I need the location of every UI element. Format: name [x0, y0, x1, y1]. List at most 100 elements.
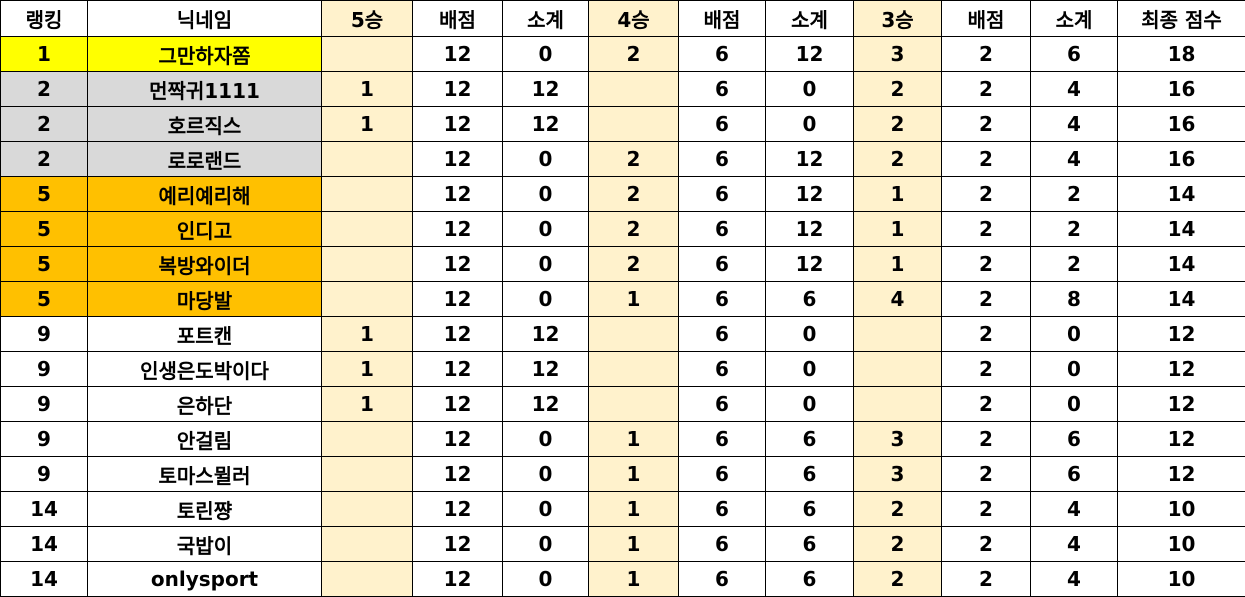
cell-points-5[interactable]: 12: [413, 107, 503, 142]
cell-wins-3[interactable]: 3: [854, 37, 942, 72]
cell-rank[interactable]: 5: [1, 247, 88, 282]
cell-final-score[interactable]: 14: [1118, 247, 1245, 282]
cell-rank[interactable]: 2: [1, 107, 88, 142]
cell-subtotal-3[interactable]: 4: [1031, 527, 1118, 562]
cell-final-score[interactable]: 12: [1118, 422, 1245, 457]
header-final-score[interactable]: 최종 점수: [1118, 1, 1245, 37]
cell-nickname[interactable]: onlysport: [88, 562, 322, 597]
cell-wins-5[interactable]: [322, 492, 413, 527]
cell-final-score[interactable]: 12: [1118, 317, 1245, 352]
cell-rank[interactable]: 2: [1, 142, 88, 177]
cell-wins-3[interactable]: 1: [854, 212, 942, 247]
cell-wins-3[interactable]: 1: [854, 247, 942, 282]
cell-wins-3[interactable]: 2: [854, 492, 942, 527]
cell-points-5[interactable]: 12: [413, 317, 503, 352]
cell-wins-5[interactable]: 1: [322, 317, 413, 352]
cell-subtotal-3[interactable]: 4: [1031, 142, 1118, 177]
cell-subtotal-3[interactable]: 2: [1031, 212, 1118, 247]
cell-subtotal-4[interactable]: 0: [766, 107, 854, 142]
cell-subtotal-5[interactable]: 12: [503, 352, 589, 387]
cell-subtotal-4[interactable]: 12: [766, 212, 854, 247]
cell-wins-5[interactable]: [322, 527, 413, 562]
cell-wins-4[interactable]: 2: [589, 247, 679, 282]
cell-subtotal-4[interactable]: 0: [766, 72, 854, 107]
cell-wins-4[interactable]: 2: [589, 177, 679, 212]
cell-wins-5[interactable]: 1: [322, 352, 413, 387]
cell-final-score[interactable]: 14: [1118, 282, 1245, 317]
cell-points-4[interactable]: 6: [679, 37, 766, 72]
cell-wins-4[interactable]: [589, 107, 679, 142]
cell-wins-5[interactable]: [322, 142, 413, 177]
cell-wins-3[interactable]: 2: [854, 72, 942, 107]
cell-subtotal-5[interactable]: 0: [503, 422, 589, 457]
header-nickname[interactable]: 닉네임: [88, 1, 322, 37]
cell-points-3[interactable]: 2: [942, 527, 1031, 562]
cell-subtotal-5[interactable]: 0: [503, 177, 589, 212]
cell-points-3[interactable]: 2: [942, 387, 1031, 422]
cell-wins-5[interactable]: 1: [322, 107, 413, 142]
cell-rank[interactable]: 14: [1, 492, 88, 527]
cell-rank[interactable]: 14: [1, 562, 88, 597]
header-points-5[interactable]: 배점: [413, 1, 503, 37]
header-rank[interactable]: 랭킹: [1, 1, 88, 37]
cell-wins-3[interactable]: 2: [854, 142, 942, 177]
cell-subtotal-4[interactable]: 6: [766, 492, 854, 527]
cell-points-5[interactable]: 12: [413, 352, 503, 387]
cell-points-5[interactable]: 12: [413, 492, 503, 527]
cell-subtotal-4[interactable]: 12: [766, 142, 854, 177]
cell-wins-5[interactable]: [322, 562, 413, 597]
cell-subtotal-5[interactable]: 0: [503, 562, 589, 597]
cell-points-4[interactable]: 6: [679, 492, 766, 527]
header-wins-3[interactable]: 3승: [854, 1, 942, 37]
cell-points-5[interactable]: 12: [413, 247, 503, 282]
cell-points-4[interactable]: 6: [679, 352, 766, 387]
cell-points-4[interactable]: 6: [679, 457, 766, 492]
cell-wins-4[interactable]: 1: [589, 562, 679, 597]
cell-wins-5[interactable]: [322, 212, 413, 247]
cell-points-3[interactable]: 2: [942, 317, 1031, 352]
cell-wins-3[interactable]: 2: [854, 527, 942, 562]
cell-nickname[interactable]: 먼짝귀1111: [88, 72, 322, 107]
cell-wins-3[interactable]: 1: [854, 177, 942, 212]
cell-subtotal-3[interactable]: 2: [1031, 247, 1118, 282]
cell-points-3[interactable]: 2: [942, 212, 1031, 247]
cell-subtotal-4[interactable]: 6: [766, 562, 854, 597]
cell-subtotal-3[interactable]: 6: [1031, 457, 1118, 492]
header-wins-4[interactable]: 4승: [589, 1, 679, 37]
cell-wins-4[interactable]: [589, 387, 679, 422]
cell-rank[interactable]: 1: [1, 37, 88, 72]
cell-rank[interactable]: 9: [1, 422, 88, 457]
cell-points-5[interactable]: 12: [413, 37, 503, 72]
cell-subtotal-4[interactable]: 12: [766, 177, 854, 212]
cell-subtotal-4[interactable]: 0: [766, 317, 854, 352]
cell-points-4[interactable]: 6: [679, 422, 766, 457]
cell-rank[interactable]: 2: [1, 72, 88, 107]
cell-subtotal-4[interactable]: 0: [766, 352, 854, 387]
cell-wins-4[interactable]: 1: [589, 282, 679, 317]
cell-wins-4[interactable]: [589, 72, 679, 107]
cell-final-score[interactable]: 12: [1118, 387, 1245, 422]
cell-wins-3[interactable]: 3: [854, 422, 942, 457]
cell-subtotal-4[interactable]: 12: [766, 37, 854, 72]
cell-points-5[interactable]: 12: [413, 72, 503, 107]
cell-rank[interactable]: 14: [1, 527, 88, 562]
cell-points-5[interactable]: 12: [413, 212, 503, 247]
cell-points-4[interactable]: 6: [679, 142, 766, 177]
cell-points-5[interactable]: 12: [413, 282, 503, 317]
cell-nickname[interactable]: 안걸림: [88, 422, 322, 457]
cell-wins-4[interactable]: 1: [589, 527, 679, 562]
cell-subtotal-3[interactable]: 4: [1031, 107, 1118, 142]
cell-points-4[interactable]: 6: [679, 247, 766, 282]
cell-rank[interactable]: 9: [1, 387, 88, 422]
cell-subtotal-5[interactable]: 12: [503, 107, 589, 142]
cell-subtotal-4[interactable]: 6: [766, 527, 854, 562]
cell-rank[interactable]: 9: [1, 317, 88, 352]
header-wins-5[interactable]: 5승: [322, 1, 413, 37]
cell-nickname[interactable]: 포트캔: [88, 317, 322, 352]
header-points-4[interactable]: 배점: [679, 1, 766, 37]
cell-wins-4[interactable]: 2: [589, 212, 679, 247]
cell-wins-5[interactable]: [322, 282, 413, 317]
cell-nickname[interactable]: 토마스뮐러: [88, 457, 322, 492]
cell-subtotal-3[interactable]: 0: [1031, 317, 1118, 352]
cell-subtotal-3[interactable]: 0: [1031, 352, 1118, 387]
